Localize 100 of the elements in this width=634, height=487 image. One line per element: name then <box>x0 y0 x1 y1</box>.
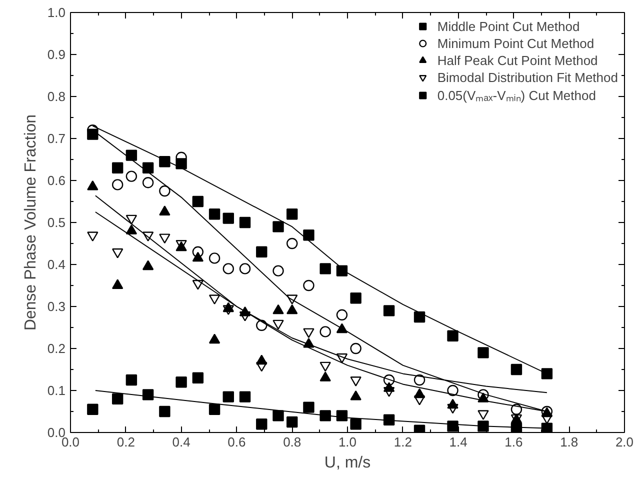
point <box>383 305 395 316</box>
point <box>320 263 331 274</box>
point <box>510 364 522 376</box>
y-tick-label: 0.8 <box>47 89 66 104</box>
point <box>303 280 314 292</box>
legend-label: Middle Point Cut Method <box>437 18 580 34</box>
y-axis-title: Dense Phase Volume Fraction <box>22 114 40 331</box>
point <box>208 252 220 264</box>
point <box>350 342 362 354</box>
y-tick-label: 0.6 <box>47 173 66 188</box>
point <box>336 265 348 276</box>
point <box>112 279 124 289</box>
point <box>272 410 284 422</box>
legend-label: Bimodal Distribution Fit Method <box>437 69 618 85</box>
point <box>239 216 251 228</box>
point <box>222 391 234 402</box>
point <box>192 246 204 258</box>
point <box>112 179 124 190</box>
point <box>320 326 331 338</box>
point <box>208 334 220 344</box>
point <box>142 389 154 400</box>
point <box>142 260 154 270</box>
point <box>320 410 331 422</box>
point <box>112 248 124 258</box>
point <box>350 390 362 400</box>
point <box>142 232 154 242</box>
x-tick-label: 0.2 <box>116 434 135 450</box>
point <box>272 265 284 276</box>
legend-label: Minimum Point Cut Method <box>437 35 594 51</box>
x-tick-label: 0.4 <box>172 434 190 450</box>
point <box>239 263 251 274</box>
point <box>510 404 522 415</box>
y-tick-label: 0.5 <box>47 215 66 230</box>
point <box>272 221 284 232</box>
point <box>126 374 138 386</box>
point <box>286 208 298 220</box>
point <box>239 391 251 402</box>
legend-label: Half Peak Cut Point Method <box>437 52 598 68</box>
point <box>320 372 331 382</box>
point <box>478 389 489 400</box>
x-axis-title: U, m/s <box>324 454 371 472</box>
y-tick-label: 0.7 <box>47 131 66 146</box>
point <box>350 418 362 430</box>
point <box>383 374 395 386</box>
x-tick-label: 1.8 <box>560 434 578 450</box>
x-tick-label: 1.0 <box>338 434 357 450</box>
point <box>208 404 220 415</box>
y-tick-label: 0.2 <box>47 341 66 356</box>
y-tick-label: 0.9 <box>47 47 66 62</box>
point <box>303 402 314 413</box>
point <box>303 230 314 241</box>
point <box>192 196 204 208</box>
point <box>192 280 204 290</box>
point <box>478 420 489 432</box>
point <box>112 162 124 174</box>
point <box>286 416 298 428</box>
y-tick-label: 0.1 <box>47 383 66 398</box>
point <box>159 406 170 418</box>
x-tick-label: 1.4 <box>449 434 468 450</box>
point <box>159 185 170 197</box>
point <box>478 347 489 358</box>
y-tick-label: 0.4 <box>47 257 66 272</box>
point <box>222 212 234 224</box>
point <box>222 263 234 274</box>
point <box>192 252 204 262</box>
point <box>192 372 204 384</box>
point <box>142 177 154 188</box>
x-tick-label: 1.2 <box>394 434 412 450</box>
x-tick-label: 0.6 <box>228 434 246 450</box>
point <box>126 150 138 161</box>
point <box>87 404 98 415</box>
point <box>414 374 426 386</box>
y-tick-label: 1.0 <box>47 5 66 20</box>
point <box>541 368 553 380</box>
point <box>336 309 348 320</box>
point <box>126 224 138 234</box>
point <box>336 410 348 422</box>
point <box>112 393 124 404</box>
point <box>208 208 220 220</box>
point <box>447 384 458 396</box>
point <box>286 304 298 314</box>
point <box>256 418 268 430</box>
point <box>176 376 187 388</box>
x-tick-label: 0.8 <box>283 434 302 450</box>
point <box>541 422 553 432</box>
x-tick-label: 2.0 <box>615 434 634 450</box>
point <box>159 156 170 168</box>
point <box>126 214 138 225</box>
point <box>447 420 458 432</box>
point <box>447 330 458 342</box>
point <box>414 311 426 323</box>
point <box>350 292 362 304</box>
point <box>256 320 268 331</box>
x-tick-label: 1.6 <box>504 434 523 450</box>
point <box>87 232 98 242</box>
legend-label: 0.05(Vₘₐₓ-Vₘᵢₙ) Cut Method <box>437 87 596 104</box>
point <box>286 238 298 250</box>
y-tick-label: 0.3 <box>47 299 66 314</box>
point <box>256 246 268 258</box>
point <box>272 304 284 314</box>
